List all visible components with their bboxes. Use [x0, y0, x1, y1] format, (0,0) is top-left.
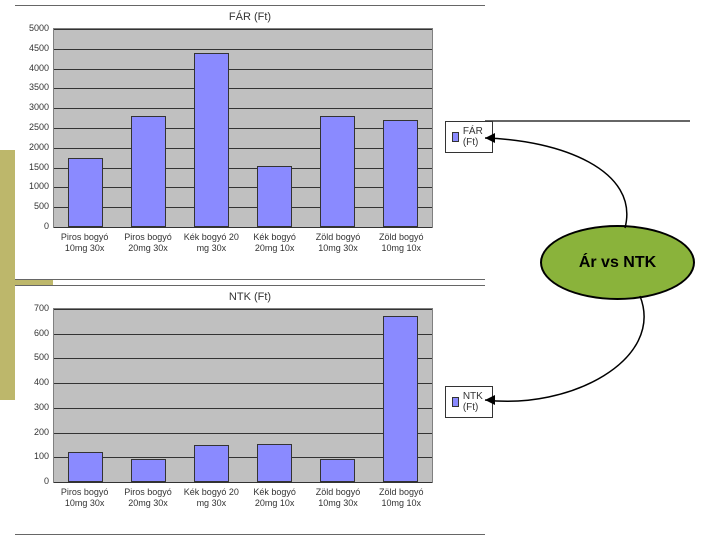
gridline — [54, 358, 432, 359]
chart-far-xlabels: Piros bogyó10mg 30xPiros bogyó20mg 30xKé… — [53, 232, 433, 254]
gridline — [54, 148, 432, 149]
gridline — [54, 168, 432, 169]
bar — [257, 166, 292, 227]
legend-swatch-icon — [452, 132, 459, 142]
legend-swatch-icon — [452, 397, 459, 407]
y-tick-label: 600 — [34, 328, 49, 338]
gridline — [54, 69, 432, 70]
x-tick-label: Piros bogyó10mg 30x — [53, 487, 116, 509]
gridline — [54, 383, 432, 384]
y-tick-label: 4500 — [29, 43, 49, 53]
x-tick-label: Zöld bogyó10mg 10x — [370, 487, 433, 509]
x-tick-label: Piros bogyó10mg 30x — [53, 232, 116, 254]
gridline — [54, 128, 432, 129]
bar — [131, 459, 166, 482]
y-tick-label: 3500 — [29, 82, 49, 92]
y-tick-label: 2000 — [29, 142, 49, 152]
bar — [383, 316, 418, 482]
gridline — [54, 457, 432, 458]
bar — [194, 445, 229, 482]
y-tick-label: 0 — [44, 476, 49, 486]
gridline — [54, 49, 432, 50]
y-tick-label: 4000 — [29, 63, 49, 73]
chart-ntk-title: NTK (Ft) — [229, 291, 271, 303]
callout-oval: Ár vs NTK — [540, 225, 695, 300]
gridline — [54, 334, 432, 335]
x-tick-label: Piros bogyó20mg 30x — [116, 487, 179, 509]
x-tick-label: Piros bogyó20mg 30x — [116, 232, 179, 254]
callout-text: Ár vs NTK — [579, 254, 656, 272]
top-divider — [480, 120, 690, 122]
y-tick-label: 500 — [34, 201, 49, 211]
y-tick-label: 0 — [44, 221, 49, 231]
bar — [68, 452, 103, 482]
x-tick-label: Kék bogyó 20mg 30x — [180, 232, 243, 254]
y-tick-label: 1500 — [29, 162, 49, 172]
y-tick-label: 5000 — [29, 23, 49, 33]
chart-ntk-legend: NTK (Ft) — [445, 386, 493, 418]
gridline — [54, 227, 432, 228]
y-tick-label: 400 — [34, 377, 49, 387]
y-tick-label: 1000 — [29, 181, 49, 191]
gridline — [54, 482, 432, 483]
x-tick-label: Kék bogyó20mg 10x — [243, 487, 306, 509]
gridline — [54, 88, 432, 89]
y-tick-label: 3000 — [29, 102, 49, 112]
x-tick-label: Zöld bogyó10mg 30x — [306, 487, 369, 509]
gridline — [54, 29, 432, 30]
y-tick-label: 100 — [34, 451, 49, 461]
chart-far-plot — [53, 28, 433, 228]
chart-ntk-xlabels: Piros bogyó10mg 30xPiros bogyó20mg 30xKé… — [53, 487, 433, 509]
gridline — [54, 187, 432, 188]
y-tick-label: 300 — [34, 402, 49, 412]
legend-label: NTK (Ft) — [463, 391, 486, 413]
gridline — [54, 309, 432, 310]
y-tick-label: 200 — [34, 427, 49, 437]
chart-far: FÁR (Ft) Piros bogyó10mg 30xPiros bogyó2… — [15, 5, 485, 280]
chart-ntk: NTK (Ft) Piros bogyó10mg 30xPiros bogyó2… — [15, 285, 485, 535]
y-tick-label: 500 — [34, 352, 49, 362]
y-tick-label: 2500 — [29, 122, 49, 132]
legend-label: FÁR (Ft) — [463, 126, 486, 148]
bar — [383, 120, 418, 227]
gridline — [54, 408, 432, 409]
bar — [320, 116, 355, 227]
bar — [131, 116, 166, 227]
x-tick-label: Zöld bogyó10mg 30x — [306, 232, 369, 254]
x-tick-label: Kék bogyó20mg 10x — [243, 232, 306, 254]
chart-ntk-plot — [53, 308, 433, 483]
bar — [68, 158, 103, 227]
gridline — [54, 207, 432, 208]
chart-ntk-yaxis: 0100200300400500600700 — [15, 308, 53, 483]
bar — [257, 444, 292, 482]
x-tick-label: Zöld bogyó10mg 10x — [370, 232, 433, 254]
x-tick-label: Kék bogyó 20mg 30x — [180, 487, 243, 509]
chart-far-yaxis: 0500100015002000250030003500400045005000 — [15, 28, 53, 228]
chart-far-legend: FÁR (Ft) — [445, 121, 493, 153]
y-tick-label: 700 — [34, 303, 49, 313]
gridline — [54, 108, 432, 109]
gridline — [54, 433, 432, 434]
chart-far-title: FÁR (Ft) — [229, 11, 271, 23]
bar — [320, 459, 355, 482]
bar — [194, 53, 229, 227]
